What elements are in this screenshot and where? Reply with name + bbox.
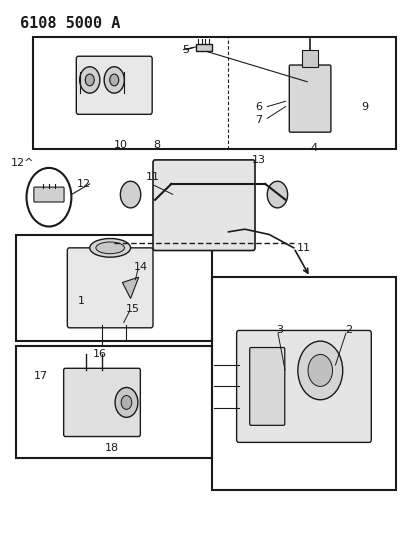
Text: 1: 1 [78,296,85,306]
Circle shape [104,67,124,93]
Text: 13: 13 [252,155,266,165]
Text: 6: 6 [255,102,263,111]
Text: 17: 17 [34,371,48,381]
Text: 11: 11 [146,172,160,182]
Polygon shape [122,277,139,298]
Circle shape [85,74,94,86]
Text: 12^: 12^ [11,158,34,167]
Circle shape [121,395,132,409]
Bar [16,346,212,458]
Circle shape [115,387,138,417]
Text: 7: 7 [255,115,263,125]
Bar [212,277,396,490]
Circle shape [267,181,288,208]
FancyBboxPatch shape [76,56,152,115]
Circle shape [80,67,100,93]
Bar [302,50,318,67]
Bar [16,235,212,341]
Bar [33,37,396,149]
Text: 16: 16 [93,350,107,359]
FancyBboxPatch shape [34,187,64,202]
Text: 10: 10 [113,140,127,150]
Text: 11: 11 [297,243,311,253]
FancyBboxPatch shape [64,368,140,437]
Text: 5: 5 [182,45,189,54]
Circle shape [298,341,343,400]
Circle shape [120,181,141,208]
Circle shape [308,354,333,386]
Text: 8: 8 [153,140,161,150]
FancyBboxPatch shape [289,65,331,132]
Ellipse shape [96,242,124,254]
Text: 14: 14 [134,262,148,271]
Text: 2: 2 [345,326,353,335]
Text: 6108 5000 A: 6108 5000 A [20,16,121,31]
Text: 18: 18 [105,443,119,453]
Text: 9: 9 [361,102,369,111]
Text: 3: 3 [276,326,283,335]
FancyBboxPatch shape [250,348,285,425]
Text: 4: 4 [310,143,318,153]
FancyBboxPatch shape [237,330,371,442]
Circle shape [110,74,119,86]
FancyBboxPatch shape [153,160,255,251]
Text: 12: 12 [77,179,91,189]
FancyBboxPatch shape [67,248,153,328]
Ellipse shape [90,239,131,257]
Bar [196,44,212,51]
Text: 15: 15 [126,304,140,314]
